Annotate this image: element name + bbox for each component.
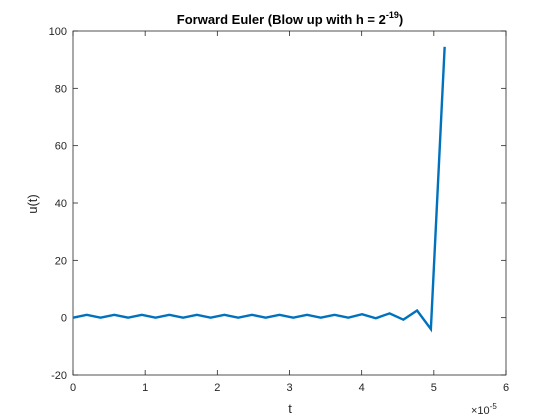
series-line-u [72,46,446,333]
x-tick-label: 6 [503,382,509,394]
y-axis-label: u(t) [25,194,40,214]
x-tick-label: 1 [142,382,148,394]
x-axis-exponent-power: -5 [490,402,498,411]
x-tick-label: 2 [214,382,220,394]
x-tick-label: 0 [70,382,76,394]
chart-title-superscript: -19 [386,10,399,20]
x-axis-label: t [288,401,292,416]
x-tick-label: 3 [286,382,292,394]
y-tick-label: 80 [55,83,67,95]
x-tick-label: 4 [359,382,365,394]
y-tick-label: 100 [49,26,67,38]
y-tick-label: 40 [55,198,67,210]
x-tick-label: 5 [431,382,437,394]
y-tick-label: 60 [55,141,67,153]
y-tick-label: 20 [55,255,67,267]
y-tick-label: 0 [61,313,67,325]
y-tick-label: -20 [51,370,67,382]
x-axis-exponent: ×10-5 [471,402,497,417]
plot-area [72,46,446,333]
x-axis-exponent-base: ×10 [471,405,490,417]
chart-title-main: Forward Euler (Blow up with h = 2 [177,12,386,27]
chart-title: Forward Euler (Blow up with h = 2-19) [177,10,403,27]
chart-title-suffix: ) [399,12,403,27]
